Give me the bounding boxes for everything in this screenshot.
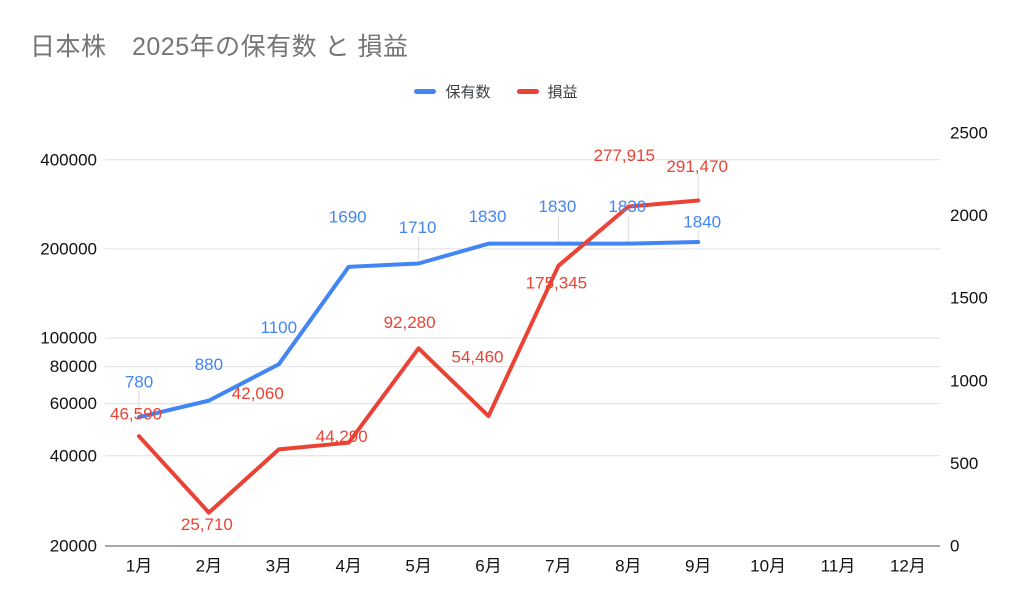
legend-swatch-profit — [516, 89, 539, 94]
data-label-holdings: 1830 — [538, 197, 576, 216]
series-line-holdings — [137, 240, 701, 420]
x-axis-month-label: 5月 — [405, 557, 431, 576]
right-axis-tick-label: 2500 — [950, 124, 988, 143]
data-label-holdings: 1840 — [683, 213, 721, 232]
legend-swatch-holdings — [414, 89, 437, 94]
x-axis-month-label: 8月 — [615, 557, 641, 576]
left-axis-tick-label: 20000 — [50, 537, 97, 556]
left-axis-tick-label: 400000 — [40, 150, 97, 169]
chart-title: 日本株 2025年の保有数 と 損益 — [30, 33, 409, 61]
data-label-holdings: 1690 — [329, 207, 367, 226]
data-label-holdings: 1830 — [469, 207, 507, 226]
x-axis-month-label: 7月 — [545, 557, 571, 576]
legend-label-profit: 損益 — [547, 84, 578, 101]
data-label-profit: 92,280 — [384, 313, 436, 332]
x-axis-month-label: 9月 — [685, 557, 711, 576]
x-axis-month-label: 11月 — [821, 557, 856, 576]
data-label-profit: 291,470 — [666, 157, 727, 176]
data-label-profit: 42,060 — [232, 384, 284, 403]
data-label-profit: 175,345 — [526, 273, 587, 292]
legend-item-holdings: 保有数 — [414, 81, 491, 102]
legend-item-profit: 損益 — [516, 81, 578, 102]
right-axis-tick-label: 0 — [950, 537, 959, 556]
right-axis-tick-label: 2000 — [950, 206, 988, 225]
chart-legend: 保有数 損益 — [0, 81, 992, 102]
series-line-profit — [137, 198, 701, 515]
data-label-profit: 277,915 — [594, 146, 655, 165]
data-label-holdings: 1100 — [261, 318, 298, 337]
left-axis-tick-label: 80000 — [50, 357, 97, 376]
x-axis-month-label: 10月 — [750, 557, 786, 576]
data-label-holdings: 1830 — [608, 197, 646, 216]
left-axis-tick-label: 60000 — [50, 394, 97, 413]
right-axis-tick-label: 500 — [950, 454, 978, 473]
x-axis-month-label: 1月 — [126, 557, 152, 576]
data-label-profit: 54,460 — [452, 348, 504, 367]
x-axis-month-label: 6月 — [475, 557, 501, 576]
legend-label-holdings: 保有数 — [445, 84, 491, 101]
data-label-holdings: 880 — [195, 355, 223, 374]
x-axis-month-label: 3月 — [266, 557, 292, 576]
x-axis-month-label: 2月 — [196, 557, 222, 576]
data-label-profit: 46,590 — [110, 405, 162, 424]
data-label-holdings: 1710 — [399, 218, 437, 237]
right-axis-tick-label: 1500 — [950, 289, 988, 308]
right-axis-tick-label: 1000 — [950, 371, 988, 390]
data-label-profit: 44,290 — [316, 427, 368, 446]
x-axis-month-label: 12月 — [890, 557, 926, 576]
data-label-holdings: 780 — [125, 373, 153, 392]
x-axis-month-label: 4月 — [335, 557, 361, 576]
data-label-profit: 25,710 — [181, 515, 233, 534]
left-axis-tick-label: 100000 — [40, 329, 97, 348]
left-axis-tick-label: 200000 — [40, 239, 97, 258]
left-axis-tick-label: 40000 — [50, 446, 97, 465]
